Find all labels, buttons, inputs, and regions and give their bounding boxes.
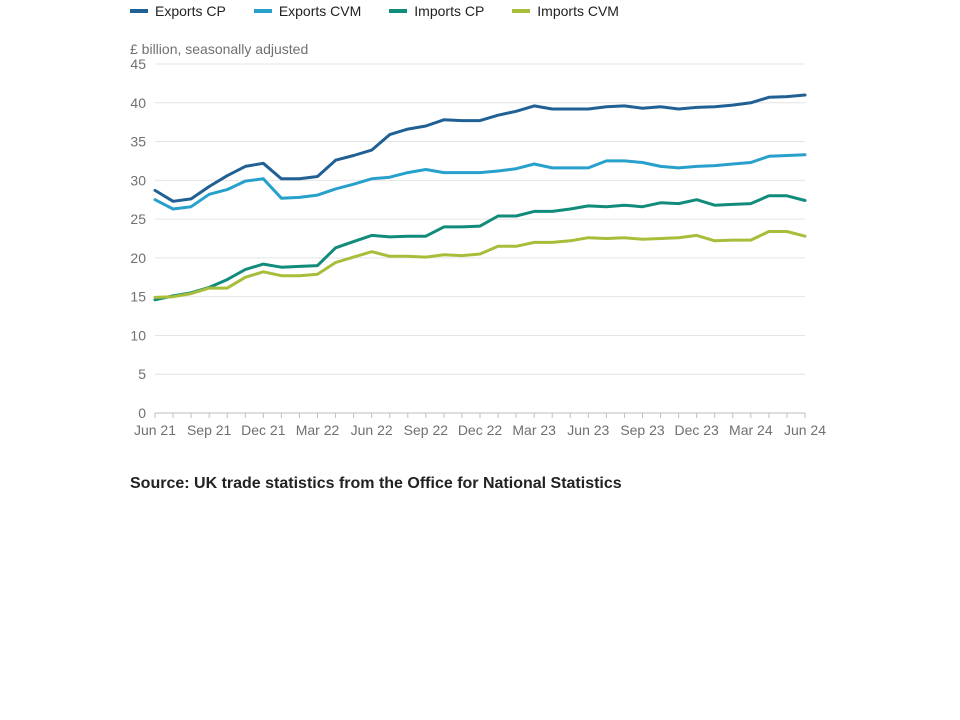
x-tick-label: Jun 22 [351,422,393,438]
x-tick-label: Sep 21 [187,422,232,438]
legend-label: Imports CVM [537,3,619,19]
legend-label: Imports CP [414,3,485,19]
legend-item: Imports CP [389,3,484,19]
legend-item: Exports CP [130,3,226,19]
legend-swatch [512,9,531,13]
chart-legend: Exports CP Exports CVM Imports CP Import… [130,2,647,20]
x-tick-label: Sep 22 [404,422,449,438]
x-tick-label: Mar 22 [296,422,340,438]
x-tick-label: Jun 23 [567,422,609,438]
x-tick-label: Jun 21 [134,422,176,438]
x-tick-label: Mar 24 [729,422,773,438]
y-tick-label: 20 [130,250,146,266]
x-tick-label: Sep 23 [620,422,665,438]
y-tick-label: 15 [130,289,146,305]
legend-swatch [253,9,272,13]
x-tick-label: Dec 21 [241,422,286,438]
x-tick-label: Dec 22 [458,422,503,438]
legend-item: Imports CVM [512,3,619,19]
series-line [153,194,807,302]
legend-swatch [389,9,408,13]
legend-label: Exports CP [155,3,226,19]
series-line [153,153,807,211]
legend-label: Exports CVM [278,3,362,19]
y-tick-label: 5 [138,366,146,382]
y-tick-label: 35 [130,134,146,150]
x-tick-label: Dec 23 [674,422,719,438]
series-line [153,93,807,203]
source-note: Source: UK trade statistics from the Off… [130,475,622,492]
y-tick-label: 30 [130,172,146,188]
y-tick-label: 45 [130,56,146,72]
line-chart: £ billion, seasonally adjusted 0 5 10 15 20 25… [130,41,826,438]
legend-swatch [130,9,148,13]
legend-item: Exports CVM [253,3,362,19]
x-tick-label: Jun 24 [784,422,826,438]
x-tick-label: Mar 23 [512,422,556,438]
y-axis-title: £ billion, seasonally adjusted [130,41,308,57]
y-tick-label: 40 [130,95,146,111]
y-tick-label: 25 [130,211,146,227]
series-line [153,230,807,299]
y-tick-label: 0 [138,405,146,421]
y-tick-label: 10 [130,327,146,343]
